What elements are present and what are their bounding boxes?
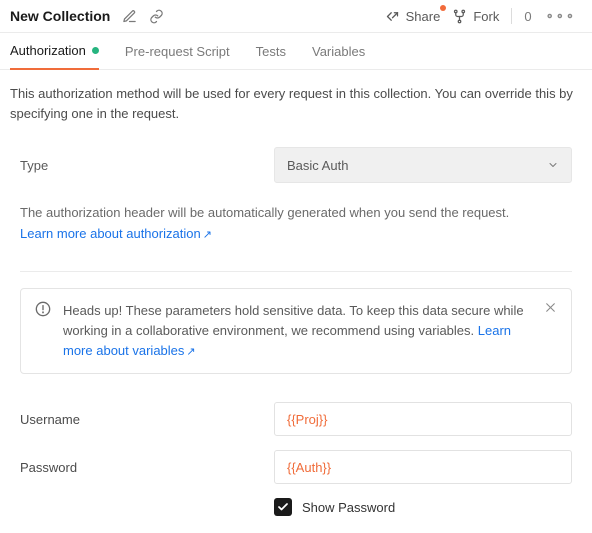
username-input[interactable] bbox=[274, 402, 572, 436]
username-label: Username bbox=[20, 412, 274, 427]
show-password-checkbox[interactable]: Show Password bbox=[274, 498, 395, 516]
close-icon[interactable] bbox=[544, 301, 557, 314]
tab-prerequest-label: Pre-request Script bbox=[125, 44, 230, 59]
show-password-label: Show Password bbox=[302, 500, 395, 515]
header-left: New Collection bbox=[10, 8, 164, 24]
show-password-row: Show Password bbox=[20, 498, 572, 516]
type-section: Type Basic Auth The authorization header… bbox=[10, 147, 582, 516]
fork-count: 0 bbox=[524, 9, 531, 24]
notification-dot-icon bbox=[440, 5, 446, 11]
tabs: Authorization Pre-request Script Tests V… bbox=[0, 33, 592, 70]
divider bbox=[20, 271, 572, 272]
alert-body: Heads up! These parameters hold sensitiv… bbox=[63, 301, 532, 361]
chevron-down-icon bbox=[547, 159, 559, 171]
fork-button[interactable]: Fork bbox=[452, 9, 499, 24]
edit-icon[interactable] bbox=[122, 9, 137, 24]
separator bbox=[511, 8, 512, 24]
sensitive-data-alert: Heads up! These parameters hold sensitiv… bbox=[20, 288, 572, 374]
fork-label: Fork bbox=[473, 9, 499, 24]
active-indicator-icon bbox=[92, 47, 99, 54]
tab-body: This authorization method will be used f… bbox=[0, 70, 592, 516]
type-label: Type bbox=[20, 158, 274, 173]
auth-type-selected: Basic Auth bbox=[287, 158, 348, 173]
warning-icon bbox=[35, 301, 51, 317]
username-row: Username bbox=[20, 402, 572, 436]
link-icon[interactable] bbox=[149, 9, 164, 24]
collection-header: New Collection Share Fork 0 ∘∘∘ bbox=[0, 0, 592, 33]
share-label: Share bbox=[406, 9, 441, 24]
collection-title: New Collection bbox=[10, 8, 110, 24]
more-options-button[interactable]: ∘∘∘ bbox=[544, 8, 578, 24]
tab-tests-label: Tests bbox=[256, 44, 286, 59]
password-row: Password bbox=[20, 450, 572, 484]
alert-text: Heads up! These parameters hold sensitiv… bbox=[63, 303, 524, 338]
header-right: Share Fork 0 ∘∘∘ bbox=[385, 8, 578, 24]
external-icon: ↗ bbox=[203, 229, 212, 241]
tab-prerequest[interactable]: Pre-request Script bbox=[125, 43, 230, 69]
password-label: Password bbox=[20, 460, 274, 475]
tab-authorization-label: Authorization bbox=[10, 43, 86, 58]
auto-header-note: The authorization header will be automat… bbox=[20, 205, 572, 220]
external-icon: ↗ bbox=[186, 346, 195, 358]
auth-description: This authorization method will be used f… bbox=[10, 84, 582, 123]
share-button[interactable]: Share bbox=[385, 9, 441, 24]
learn-more-auth-text: Learn more about authorization bbox=[20, 226, 201, 241]
auth-type-select[interactable]: Basic Auth bbox=[274, 147, 572, 183]
tab-variables-label: Variables bbox=[312, 44, 365, 59]
learn-more-auth-link[interactable]: Learn more about authorization↗ bbox=[20, 226, 212, 241]
tab-authorization[interactable]: Authorization bbox=[10, 43, 99, 70]
type-row: Type Basic Auth bbox=[20, 147, 572, 183]
tab-variables[interactable]: Variables bbox=[312, 43, 365, 69]
tab-tests[interactable]: Tests bbox=[256, 43, 286, 69]
password-input[interactable] bbox=[274, 450, 572, 484]
checkbox-checked-icon bbox=[274, 498, 292, 516]
